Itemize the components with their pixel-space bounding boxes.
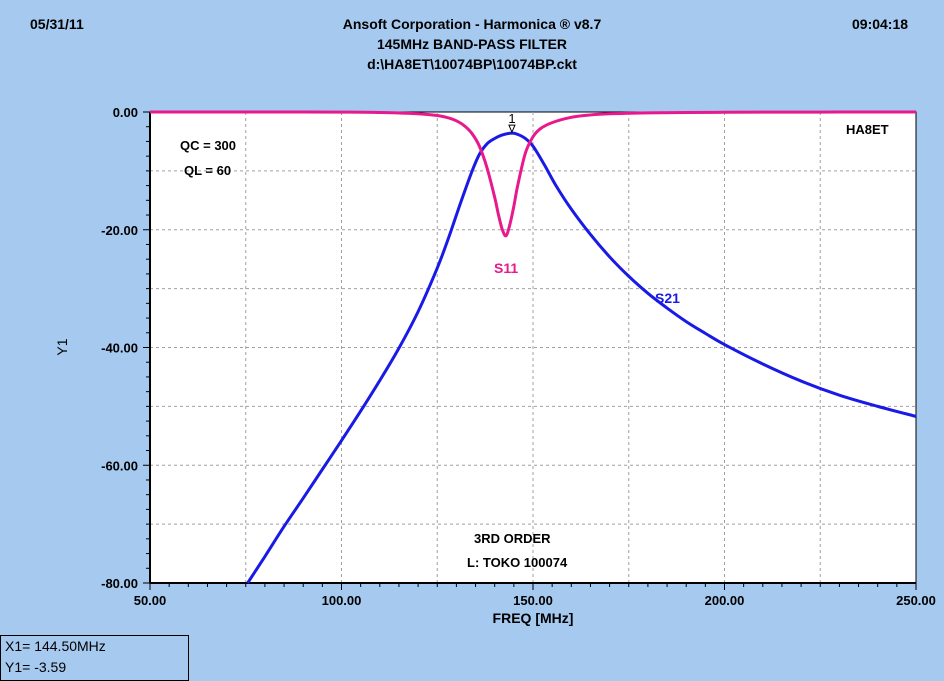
readout-x1: X1= 144.50MHz bbox=[5, 638, 106, 654]
x-tick-label: 100.00 bbox=[322, 593, 362, 608]
y-tick-label: -40.00 bbox=[101, 341, 138, 356]
x-tick-label: 250.00 bbox=[896, 593, 936, 608]
window-title: Ansoft Corporation - Harmonica ® v8.7 bbox=[342, 16, 602, 32]
series-s21-line bbox=[246, 131, 917, 584]
y-tick-label: 0.00 bbox=[113, 105, 138, 120]
x-tick-labels: 50.00 100.00 150.00 200.00 250.00 bbox=[134, 593, 936, 608]
readout-y1: Y1= -3.59 bbox=[5, 659, 67, 675]
y-tick-label: -80.00 bbox=[101, 576, 138, 591]
qc-annotation: QC = 300 bbox=[180, 138, 236, 153]
circuit-title: 145MHz BAND-PASS FILTER bbox=[376, 36, 568, 52]
y-tick-label: -60.00 bbox=[101, 458, 138, 473]
y-tick-labels: 0.00 -20.00 -40.00 -60.00 -80.00 bbox=[101, 105, 138, 591]
axis-ticks bbox=[143, 111, 917, 590]
grid-vertical bbox=[245, 112, 821, 583]
s21-series-label: S21 bbox=[655, 290, 680, 306]
grid-horizontal bbox=[150, 170, 916, 525]
marker-arrow-icon bbox=[508, 124, 516, 134]
marker-readout: X1= 144.50MHz Y1= -3.59 bbox=[0, 635, 189, 681]
file-path: d:\HA8ET\10074BP\10074BP.ckt bbox=[367, 56, 577, 72]
x-tick-label: 150.00 bbox=[513, 593, 553, 608]
time-label: 09:04:18 bbox=[852, 16, 909, 32]
order-annotation: 3RD ORDER bbox=[474, 531, 551, 546]
series-s11-line bbox=[150, 110, 917, 238]
y-tick-label: -20.00 bbox=[101, 223, 138, 238]
author-annotation: HA8ET bbox=[846, 122, 889, 137]
x-axis-label: FREQ [MHz] bbox=[493, 610, 574, 626]
s11-series-label: S11 bbox=[494, 260, 518, 276]
date-label: 05/31/11 bbox=[30, 16, 84, 32]
x-tick-label: 200.00 bbox=[705, 593, 745, 608]
ql-annotation: QL = 60 bbox=[184, 163, 231, 178]
y-axis-label: Y1 bbox=[54, 338, 70, 355]
marker-label: 1 bbox=[508, 111, 515, 126]
marker-1[interactable]: 1 bbox=[508, 111, 516, 134]
x-tick-label: 50.00 bbox=[134, 593, 167, 608]
inductor-annotation: L: TOKO 100074 bbox=[467, 555, 568, 570]
